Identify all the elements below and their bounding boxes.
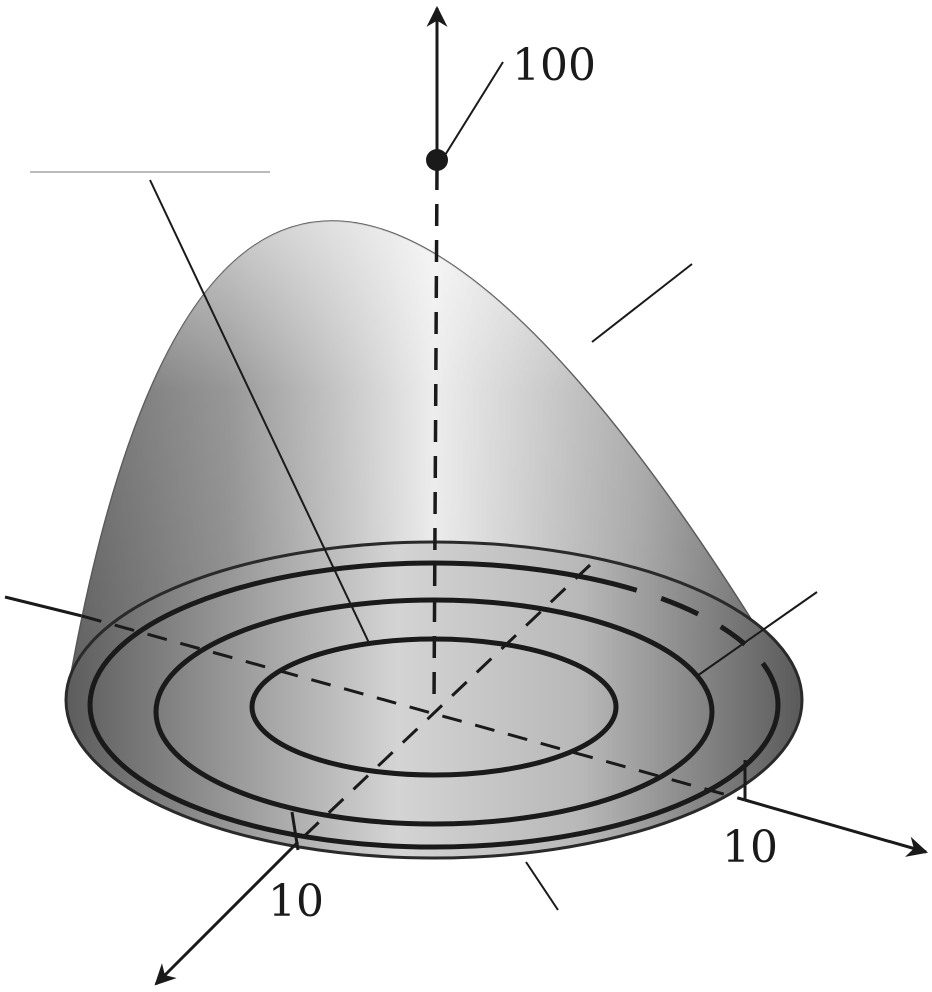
base-disk <box>64 540 804 860</box>
x-axis-front <box>744 798 929 857</box>
y-tick-mark <box>290 811 300 851</box>
apex-point <box>426 149 448 171</box>
z-axis-dashed <box>432 167 439 706</box>
leader-line-bottom <box>525 861 559 911</box>
y-axis-front <box>154 840 300 986</box>
leader-line-right <box>696 591 818 677</box>
x-axis-back <box>4 595 83 618</box>
leader-line-upper-left <box>149 179 371 646</box>
x-tick-label: 10 <box>722 822 778 873</box>
z-max-leader <box>441 61 504 161</box>
y-tick-label: 10 <box>268 876 324 927</box>
level-curve-outer <box>87 560 781 850</box>
leader-line-upper-right <box>591 263 693 343</box>
x-axis-hidden <box>81 614 746 802</box>
z-max-label: 100 <box>512 40 596 91</box>
